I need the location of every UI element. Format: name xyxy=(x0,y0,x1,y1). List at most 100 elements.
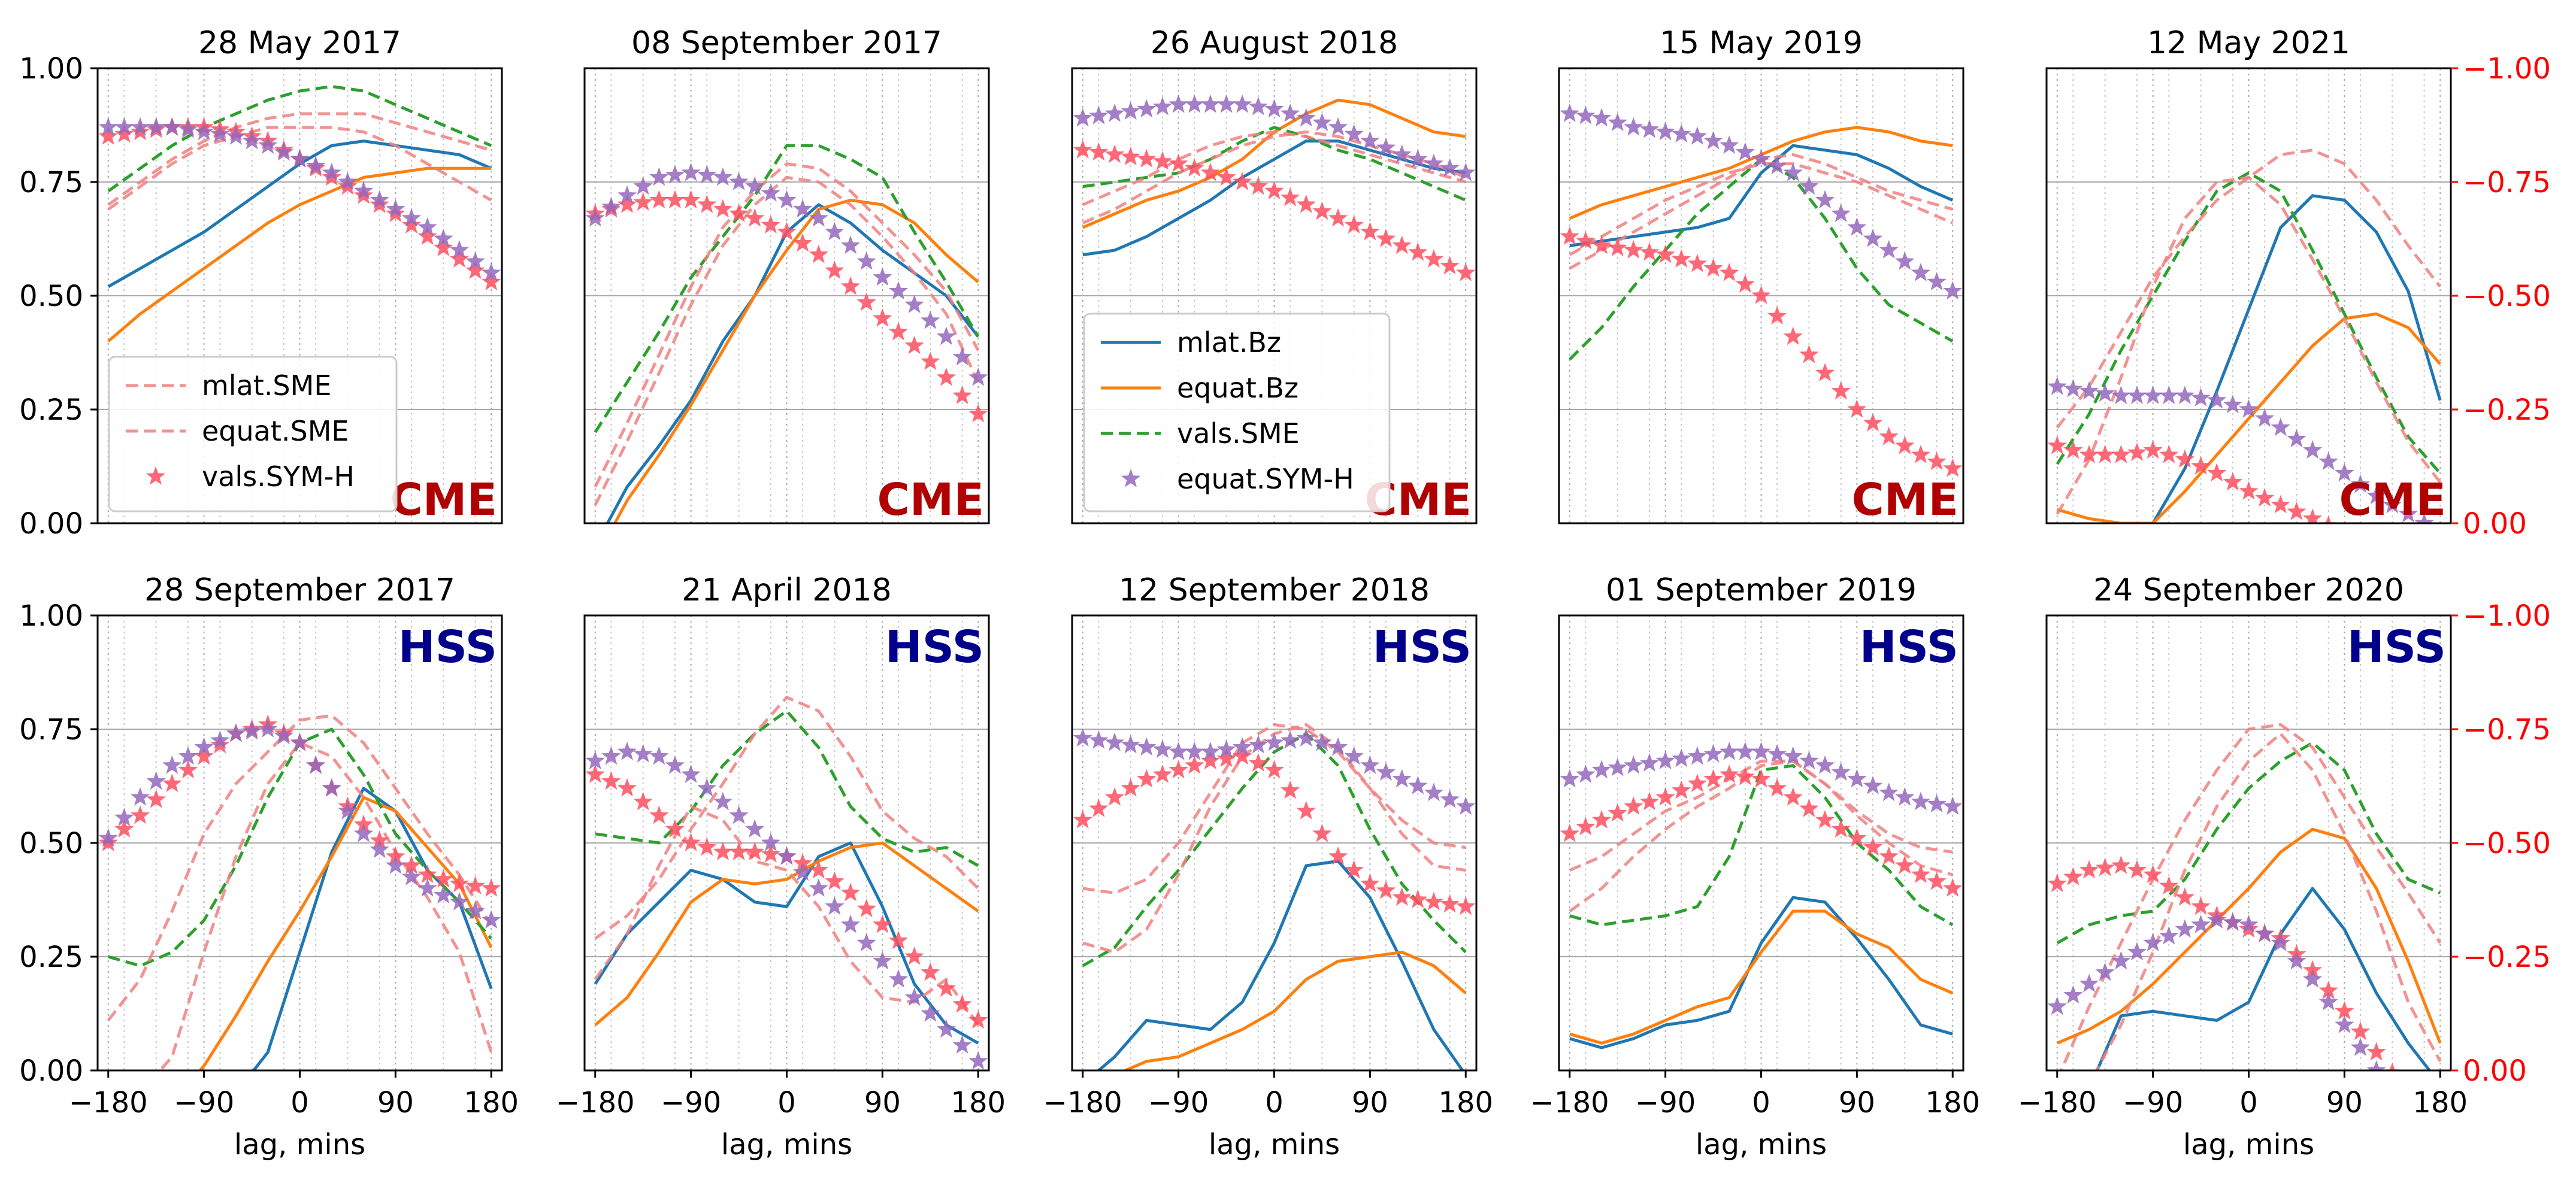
marker-equat-sym-h xyxy=(809,878,828,897)
marker-equat-sym-h xyxy=(1089,105,1109,125)
marker-vals-sym-h xyxy=(1911,864,1931,883)
marker-equat-sym-h xyxy=(1895,251,1915,270)
marker-equat-sym-h xyxy=(681,765,701,783)
panel-title: 15 May 2019 xyxy=(1660,25,1863,61)
marker-vals-sym-h xyxy=(1281,780,1300,799)
marker-equat-sym-h xyxy=(386,856,405,874)
marker-vals-sym-h xyxy=(98,126,118,145)
marker-equat-sym-h xyxy=(2127,386,2147,404)
marker-equat-sym-h xyxy=(1248,735,1268,754)
marker-vals-sym-h xyxy=(1687,774,1708,792)
marker-equat-sym-h xyxy=(649,167,669,186)
marker-vals-sym-h xyxy=(1703,769,1723,788)
marker-vals-sym-h xyxy=(465,876,485,894)
marker-vals-sym-h xyxy=(825,871,844,890)
marker-vals-sym-h xyxy=(681,833,701,851)
marker-equat-sym-h xyxy=(1152,739,1173,758)
marker-equat-sym-h xyxy=(482,910,501,929)
marker-vals-sym-h xyxy=(2366,1042,2386,1061)
series-group xyxy=(1560,742,1963,1049)
marker-equat-sym-h xyxy=(1799,176,1819,195)
series-group xyxy=(585,144,988,523)
marker-vals-sym-h xyxy=(2079,445,2099,463)
marker-equat-sym-h xyxy=(210,730,230,749)
marker-vals-sym-h xyxy=(1927,451,1947,471)
marker-equat-sym-h xyxy=(729,805,749,824)
panels-layer: 28 May 2017 CME 0.00 0.25 0.50 0.75 1.00 08 Sep… xyxy=(19,25,2551,1161)
marker-vals-sym-h xyxy=(1655,787,1675,806)
marker-vals-sym-h xyxy=(482,272,501,290)
legend-swatch-equat-sym-h xyxy=(1121,469,1141,487)
marker-equat-sym-h xyxy=(194,122,214,141)
marker-vals-sym-h xyxy=(2367,536,2386,554)
ytick-label: 0.75 xyxy=(19,713,83,747)
marker-equat-sym-h xyxy=(1591,760,1612,779)
marker-equat-sym-h xyxy=(306,156,326,175)
marker-equat-sym-h xyxy=(1137,737,1157,756)
marker-vals-sym-h xyxy=(401,856,422,874)
line-equat-bz xyxy=(2057,312,2442,523)
marker-equat-sym-h xyxy=(274,142,293,161)
marker-vals-sym-h xyxy=(1576,817,1596,836)
line-equat-bz xyxy=(1121,950,1467,1070)
marker-equat-sym-h xyxy=(2111,951,2131,970)
marker-vals-sym-h xyxy=(1879,426,1899,445)
marker-vals-sym-h xyxy=(1576,230,1596,250)
marker-vals-sym-h xyxy=(1783,787,1803,806)
marker-equat-sym-h xyxy=(601,746,621,765)
legend-mid: mlat.Bz equat.Bz vals.SME equat.SYM-H xyxy=(1083,313,1391,512)
marker-vals-sym-h xyxy=(1895,856,1915,874)
marker-equat-sym-h xyxy=(353,181,374,199)
marker-equat-sym-h xyxy=(1943,281,1963,300)
line-mlat-bz xyxy=(107,139,492,288)
legend-label: vals.SME xyxy=(1177,417,1300,450)
series-group xyxy=(1560,104,1963,477)
panel-8: 12 September 2018 HSS −180 −90 0 90 180 lag, mi… xyxy=(1043,572,1493,1161)
marker-equat-sym-h xyxy=(888,969,909,988)
marker-vals-sym-h xyxy=(1831,819,1851,838)
marker-vals-sym-h xyxy=(2239,481,2259,500)
xtick-label: −180 xyxy=(1043,1086,1122,1120)
line-vals-sme xyxy=(2056,171,2442,475)
marker-equat-sym-h xyxy=(1767,156,1787,175)
marker-vals-sym-h xyxy=(1639,791,1660,811)
line-equat-bz xyxy=(613,198,979,523)
marker-equat-sym-h xyxy=(2302,440,2323,459)
marker-equat-sym-h xyxy=(968,1051,988,1070)
series-group xyxy=(98,84,501,342)
series-group xyxy=(1073,723,1476,1070)
xtick-label: −90 xyxy=(174,1086,234,1120)
marker-vals-sym-h xyxy=(1376,229,1396,247)
marker-vals-sym-h xyxy=(665,190,685,209)
marker-equat-sym-h xyxy=(114,117,134,136)
axes-frame xyxy=(583,67,990,524)
marker-vals-sym-h xyxy=(1687,253,1708,272)
ytick-right-label: −0.25 xyxy=(2463,941,2551,974)
panel-6: 28 September 2017 HSS 0.00 0.25 0.50 0.75 1.00… xyxy=(19,572,519,1161)
marker-equat-sym-h xyxy=(1104,104,1125,122)
marker-equat-sym-h xyxy=(2175,386,2195,404)
marker-equat-sym-h xyxy=(2430,1142,2450,1161)
marker-equat-sym-h xyxy=(1328,117,1348,136)
marker-equat-sym-h xyxy=(258,135,278,154)
marker-equat-sym-h xyxy=(1121,101,1140,120)
marker-equat-sym-h xyxy=(322,778,341,797)
panel-title: 08 September 2017 xyxy=(631,25,942,61)
marker-equat-sym-h xyxy=(2047,996,2067,1015)
xtick-label: −180 xyxy=(2018,1086,2097,1120)
line-mlat-bz xyxy=(2150,194,2442,523)
line-mlat-sme xyxy=(594,696,979,940)
marker-equat-sym-h xyxy=(888,281,909,300)
marker-equat-sym-h xyxy=(114,808,134,826)
marker-equat-sym-h xyxy=(633,176,653,195)
legends-layer: mlat.SME equat.SME vals.SYM-H mlat.Bz equat.… xyxy=(108,313,1391,512)
marker-equat-sym-h xyxy=(697,165,717,184)
event-type-label: CME xyxy=(391,474,498,526)
xtick-label: 0 xyxy=(2239,1086,2258,1120)
marker-equat-sym-h xyxy=(1089,730,1109,749)
marker-equat-sym-h xyxy=(465,901,485,920)
marker-equat-sym-h xyxy=(1264,99,1284,118)
marker-equat-sym-h xyxy=(1927,272,1947,290)
marker-equat-sym-h xyxy=(856,933,876,951)
marker-vals-sym-h xyxy=(585,765,605,783)
